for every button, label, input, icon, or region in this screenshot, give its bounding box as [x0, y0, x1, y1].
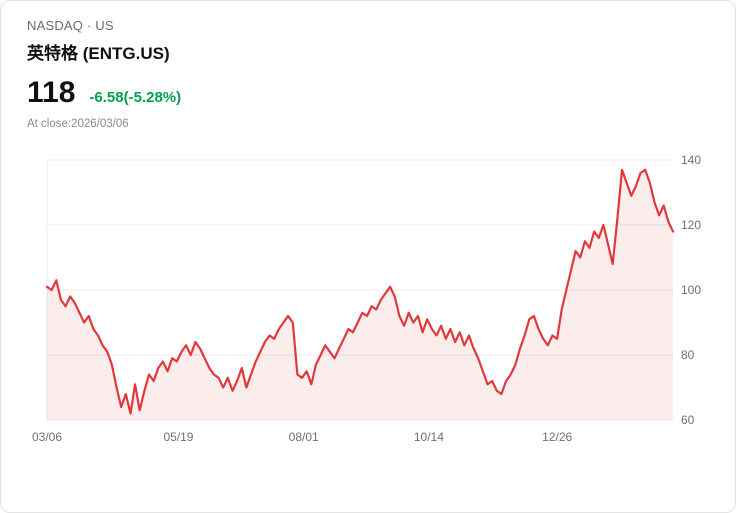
exchange-label: NASDAQ · US	[27, 18, 114, 33]
quote-row: 118 -6.58(-5.28%)	[27, 78, 709, 108]
last-price: 118	[27, 76, 76, 109]
svg-text:140: 140	[681, 153, 701, 167]
svg-text:80: 80	[681, 348, 695, 362]
svg-text:120: 120	[681, 218, 701, 232]
svg-text:100: 100	[681, 283, 701, 297]
svg-text:12/26: 12/26	[542, 430, 572, 444]
svg-text:10/14: 10/14	[414, 430, 444, 444]
svg-text:08/01: 08/01	[289, 430, 319, 444]
svg-text:60: 60	[681, 413, 695, 427]
stock-title: 英特格 (ENTG.US)	[27, 44, 170, 63]
price-change: -6.58(-5.28%)	[89, 89, 182, 106]
as-of-timestamp: At close:2026/03/06	[27, 118, 129, 130]
price-chart: 60 80 100 120 140 03/06 05/19 08/01 10/14 12/26	[1, 144, 735, 451]
price-area-chart: 60 80 100 120 140 03/06 05/19 08/01 10/14 12/26	[32, 153, 701, 444]
quote-header: NASDAQ · US 英特格 (ENTG.US) 118 -6.58(-5.2…	[1, 18, 735, 130]
svg-text:05/19: 05/19	[163, 430, 193, 444]
svg-text:03/06: 03/06	[32, 430, 62, 444]
